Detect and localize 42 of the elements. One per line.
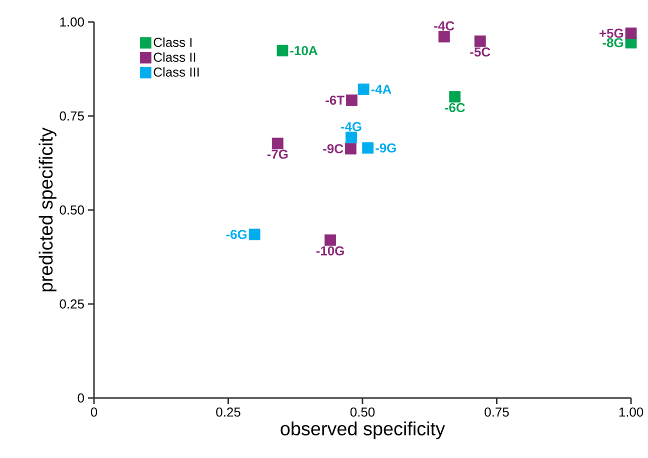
legend-label: Class I: [154, 37, 192, 47]
y-tick-label: 0.75: [60, 111, 84, 121]
annotation: -9C: [323, 144, 344, 154]
legend-label: Class III: [154, 67, 199, 77]
annotation: -4A: [371, 84, 392, 94]
x-tick-label: 0.50: [350, 408, 375, 417]
y-tick-label: 0: [78, 393, 84, 403]
annotation: -4G: [340, 122, 362, 132]
point: [625, 28, 637, 39]
point: [324, 234, 336, 246]
y-tick-label: 1.00: [60, 17, 84, 27]
point: [346, 132, 357, 144]
point: [358, 84, 370, 95]
point: [276, 44, 288, 56]
y-axis-title: predicted specificity: [38, 127, 56, 292]
annotation: -7G: [267, 150, 288, 159]
annotation: -6G: [226, 230, 247, 240]
point: [474, 35, 486, 47]
annotation: -9G: [376, 143, 396, 153]
point: [272, 138, 284, 150]
point: [346, 94, 358, 106]
annotation: -8G: [602, 38, 623, 48]
x-tick-label: 0: [90, 408, 98, 417]
x-axis-title: observed specificity: [280, 422, 446, 440]
annotation: -10A: [290, 46, 318, 56]
x-tick-label: 0.75: [484, 408, 509, 417]
point: [438, 30, 450, 42]
annotation: -10G: [316, 246, 344, 256]
point: [449, 91, 461, 103]
annotation: -5C: [470, 47, 490, 57]
legend-label: Class II: [154, 52, 196, 62]
y-tick-label: 0.50: [60, 205, 84, 215]
annotation: -6C: [444, 103, 465, 112]
y-tick-label: 0.25: [60, 299, 84, 309]
point: [248, 228, 260, 240]
x-tick-label: 1.00: [619, 408, 644, 417]
annotation: -4C: [434, 21, 454, 30]
annotation: +5G: [600, 28, 623, 38]
point: [362, 142, 374, 154]
annotation: -6T: [326, 96, 344, 105]
x-tick-label: 0.25: [216, 408, 240, 417]
point: [344, 143, 356, 154]
